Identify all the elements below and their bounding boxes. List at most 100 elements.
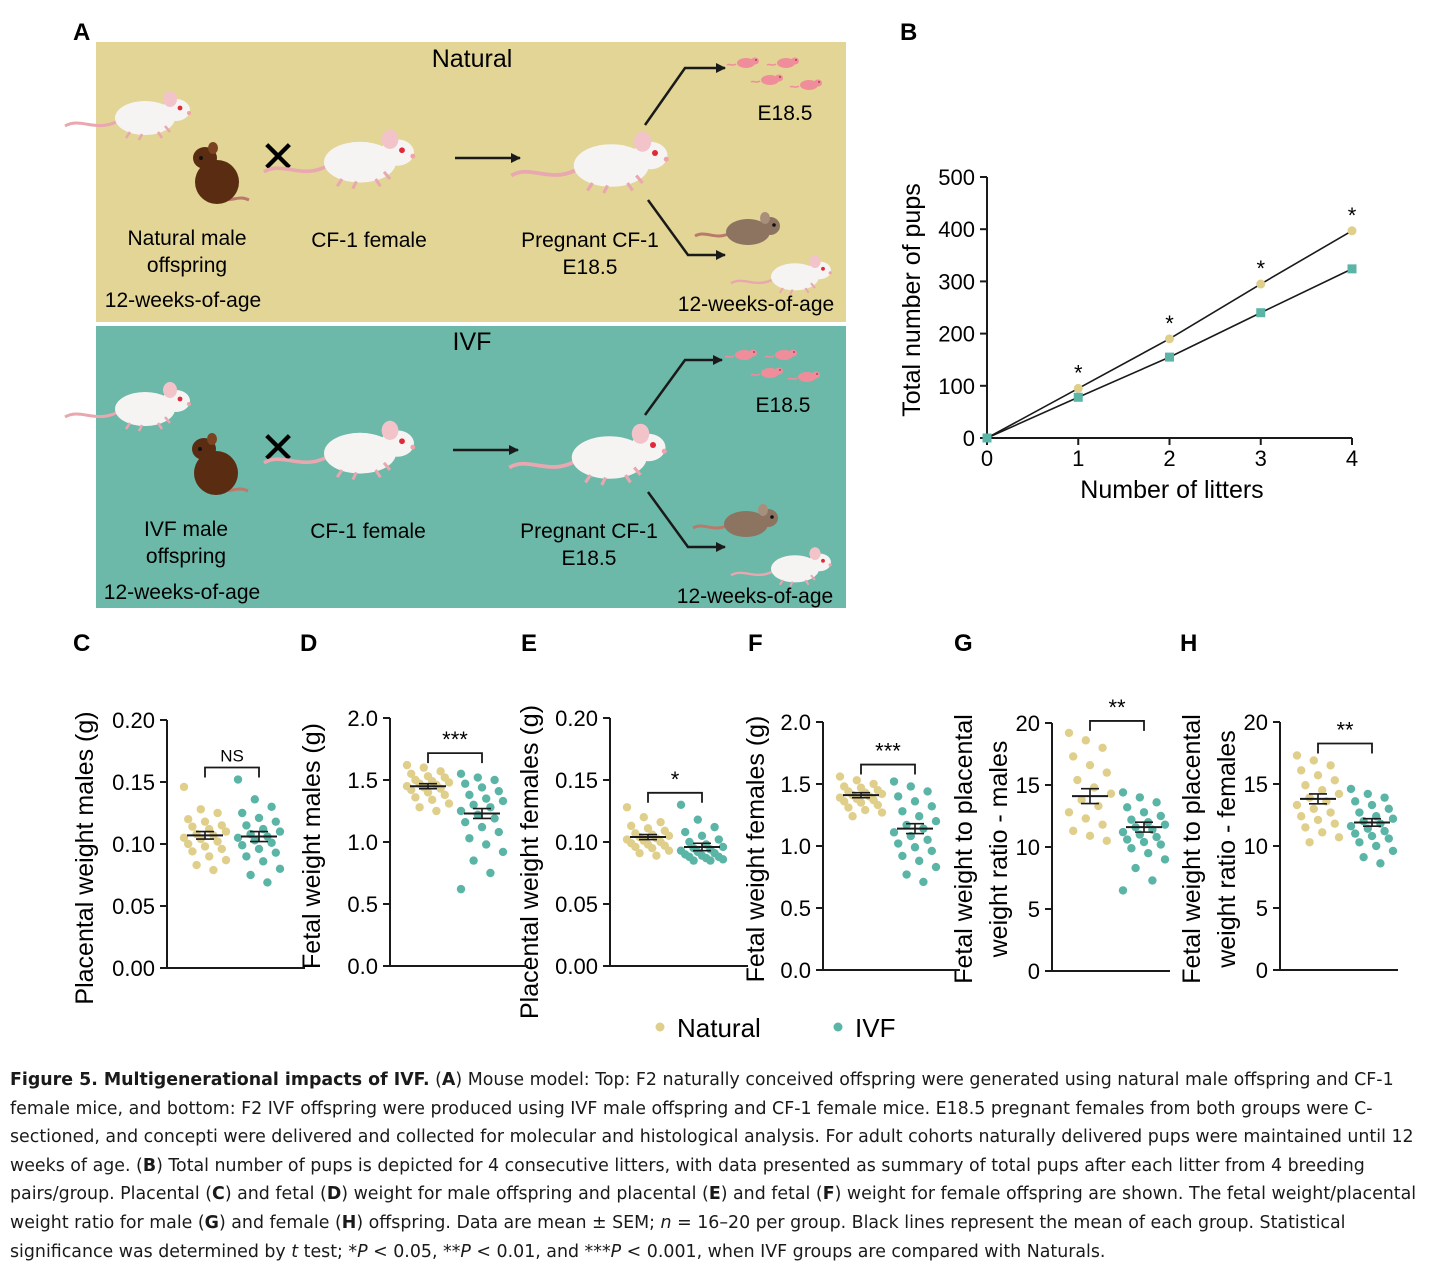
- chart-h-point-natural: [1292, 751, 1302, 760]
- natural-male-age: 12-weeks-of-age: [105, 289, 261, 312]
- chart-h-point-ivf: [1351, 829, 1360, 838]
- chart-f-y-tick-label: 1.0: [780, 834, 811, 859]
- chart-f-point-ivf: [927, 846, 936, 856]
- chart-c-point-ivf: [238, 841, 247, 850]
- chart-d-y-tick-label: 0.0: [347, 954, 378, 979]
- panel-letter-b: B: [900, 19, 917, 46]
- chart-c-point-ivf: [275, 864, 285, 873]
- chart-f-point-natural: [873, 800, 882, 810]
- chart-c-point-natural: [188, 847, 197, 856]
- chart-c: 0.00 0.05 0.10 0.15 0.20 NS: [112, 708, 305, 981]
- chart-g-y-tick-label: 15: [1016, 773, 1040, 798]
- chart-h-point-natural: [1326, 761, 1335, 770]
- chart-g-point-natural: [1102, 836, 1112, 845]
- chart-h-point-ivf: [1367, 831, 1377, 841]
- chart-d-y-tick-label: 1.0: [347, 830, 378, 855]
- chart-e-point-natural: [652, 851, 661, 860]
- chart-g-significance-label: **: [1108, 695, 1126, 720]
- panel-letter-d: D: [300, 630, 317, 657]
- legend: Natural IVF: [655, 1013, 895, 1043]
- chart-e: 0.00 0.05 0.10 0.15 0.20 *: [555, 706, 748, 979]
- chart-d-point-natural: [444, 799, 454, 808]
- chart-h-point-ivf: [1376, 859, 1385, 868]
- chart-c-point-ivf: [254, 844, 264, 854]
- chart-h-point-ivf: [1372, 841, 1381, 851]
- chart-b-y-tick-label: 200: [938, 322, 975, 347]
- chart-c-point-ivf: [267, 838, 276, 847]
- chart-d-point-ivf: [477, 822, 487, 832]
- chart-h-point-ivf: [1380, 793, 1389, 802]
- panel-b: B Number of litters Total number of pups…: [898, 19, 1358, 504]
- chart-d-point-ivf: [494, 786, 503, 796]
- chart-d-point-natural: [402, 760, 412, 770]
- panel-letter-a: A: [73, 19, 90, 46]
- chart-d-point-natural: [419, 763, 428, 772]
- chart-g-point-ivf: [1127, 815, 1136, 824]
- caption-text: ) Total number of pups is depicted for 4…: [10, 1155, 1365, 1205]
- chart-c-significance-bracket: [204, 766, 260, 778]
- chart-f-point-ivf: [902, 820, 911, 830]
- chart-g: 0 5 10 15 20 **: [1016, 695, 1170, 984]
- chart-h-y-tick-label: 20: [1244, 710, 1268, 735]
- chart-h-point-ivf: [1346, 784, 1356, 794]
- caption-text: ) Mouse model: Top: F2 naturally conceiv…: [10, 1070, 1414, 1176]
- chart-c-y-tick-label: 0.15: [112, 770, 155, 795]
- chart-h-point-natural: [1334, 833, 1344, 842]
- chart-b-point-ivf: [1165, 352, 1174, 362]
- chart-d-point-natural: [407, 769, 416, 778]
- chart-d-point-ivf: [494, 827, 503, 837]
- chart-g-y-tick-label: 5: [1028, 897, 1040, 922]
- chart-g-y-tick-label: 10: [1016, 835, 1040, 860]
- panel-letter-c: C: [73, 630, 90, 657]
- chart-b-y-tick-label: 400: [938, 217, 975, 242]
- chart-d-point-ivf: [456, 884, 466, 894]
- chart-g-point-ivf: [1160, 820, 1170, 829]
- chart-f-point-natural: [835, 772, 845, 781]
- natural-panel-title: Natural: [432, 45, 513, 73]
- chart-f-point-natural: [861, 805, 870, 815]
- chart-h-point-natural: [1309, 804, 1319, 813]
- chart-f-point-natural: [856, 798, 866, 807]
- chart-d-y-tick-label: 1.5: [347, 768, 378, 793]
- chart-g-ylabel-line2: weight ratio - males: [985, 741, 1013, 959]
- chart-c-point-natural: [213, 808, 222, 818]
- chart-e-point-ivf: [697, 831, 707, 840]
- chart-f-point-ivf: [894, 839, 903, 848]
- chart-g-point-natural: [1098, 820, 1107, 829]
- chart-g-point-natural: [1090, 783, 1099, 792]
- chart-c-point-ivf: [238, 808, 247, 818]
- chart-f-significance-label: ***: [875, 739, 901, 764]
- branch-arrow-e185: [643, 63, 726, 126]
- ivf-e185-label: E18.5: [756, 394, 811, 417]
- chart-h-point-natural: [1301, 781, 1310, 790]
- panel-a: A Natural ✕ Natural male offspring 12-we…: [63, 19, 846, 608]
- chart-b-x-tick-label: 4: [1346, 446, 1358, 471]
- chart-c-point-ivf: [242, 852, 251, 861]
- chart-d-point-natural: [411, 793, 420, 802]
- chart-b-y-tick-label: 100: [938, 374, 975, 399]
- caption-text: ) and female (: [218, 1212, 342, 1233]
- chart-h-point-natural: [1305, 838, 1314, 847]
- chart-b-xlabel: Number of litters: [1080, 476, 1263, 504]
- chart-c-point-ivf: [254, 813, 264, 823]
- natural-e185-label: E18.5: [758, 102, 813, 125]
- legend-ivf-label: IVF: [855, 1013, 895, 1043]
- ivf-adult-age-label: 12-weeks-of-age: [677, 585, 833, 608]
- cross-symbol: ✕: [260, 133, 297, 182]
- chart-c-point-natural: [221, 827, 231, 836]
- chart-h-point-ivf: [1384, 834, 1394, 843]
- legend-natural-marker: [655, 1022, 665, 1032]
- chart-h-ylabel-line1: Fetal weight to placental: [1178, 714, 1206, 984]
- caption-italic-n: n: [660, 1212, 672, 1233]
- chart-f-y-tick-label: 1.5: [780, 772, 811, 797]
- chart-h-point-natural: [1318, 786, 1327, 795]
- chart-f-point-ivf: [894, 792, 903, 801]
- chart-d-point-ivf: [469, 800, 478, 809]
- chart-c-point-ivf: [259, 857, 268, 866]
- chart-c-point-natural: [200, 817, 210, 826]
- chart-h-point-ivf: [1384, 804, 1394, 813]
- chart-c-point-natural: [217, 844, 226, 854]
- chart-c-point-natural: [213, 837, 222, 846]
- caption-lead: Figure 5. Multigenerational impacts of I…: [10, 1070, 430, 1090]
- chart-d-point-ivf: [482, 840, 491, 849]
